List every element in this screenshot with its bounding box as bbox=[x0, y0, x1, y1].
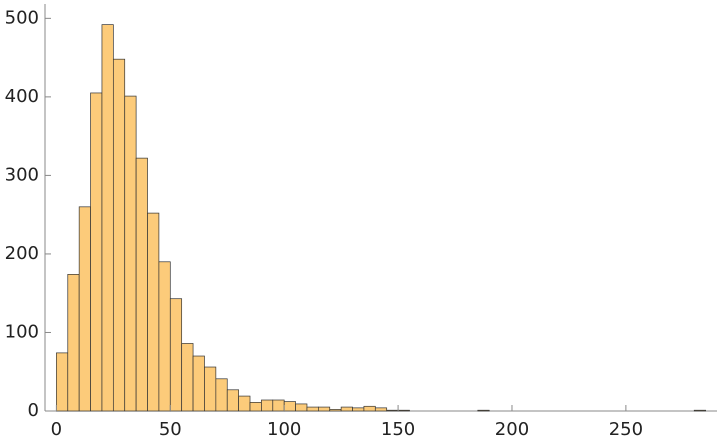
bar bbox=[192, 355, 205, 412]
bar bbox=[226, 389, 239, 412]
bar bbox=[169, 298, 183, 412]
bar bbox=[318, 406, 331, 412]
bar bbox=[204, 366, 217, 412]
bar bbox=[386, 409, 399, 412]
bar bbox=[67, 274, 80, 412]
bar bbox=[238, 395, 251, 412]
y-tick-label: 300 bbox=[5, 164, 39, 185]
bar bbox=[397, 409, 410, 412]
bar bbox=[374, 407, 388, 412]
x-tick-label: 200 bbox=[495, 419, 529, 440]
bar bbox=[215, 378, 228, 412]
bar bbox=[306, 406, 319, 412]
bar bbox=[158, 261, 171, 412]
x-tick-label: 100 bbox=[267, 419, 301, 440]
bar bbox=[329, 409, 342, 412]
bar bbox=[90, 92, 103, 412]
bar bbox=[693, 409, 706, 412]
bar bbox=[78, 206, 91, 412]
bar bbox=[249, 402, 262, 412]
bar bbox=[56, 352, 69, 412]
x-tick-label: 50 bbox=[159, 419, 182, 440]
bar bbox=[181, 343, 194, 412]
y-tick-label: 400 bbox=[5, 86, 39, 107]
bar bbox=[261, 399, 274, 412]
y-tick-label: 200 bbox=[5, 243, 39, 264]
bar bbox=[295, 403, 308, 412]
bar bbox=[363, 405, 376, 412]
bar bbox=[477, 409, 490, 412]
bar bbox=[283, 401, 296, 412]
bar bbox=[272, 399, 285, 412]
bar bbox=[101, 24, 114, 412]
bar bbox=[147, 212, 160, 412]
y-tick-label: 0 bbox=[28, 400, 39, 421]
x-tick-label: 250 bbox=[609, 419, 643, 440]
bar bbox=[124, 95, 137, 412]
bar bbox=[135, 157, 148, 412]
bar bbox=[352, 407, 365, 412]
y-tick-label: 500 bbox=[5, 7, 39, 28]
bar bbox=[340, 406, 353, 412]
x-tick-label: 150 bbox=[381, 419, 415, 440]
x-tick-label: 0 bbox=[51, 419, 62, 440]
y-tick-label: 100 bbox=[5, 321, 39, 342]
bar bbox=[112, 58, 126, 412]
